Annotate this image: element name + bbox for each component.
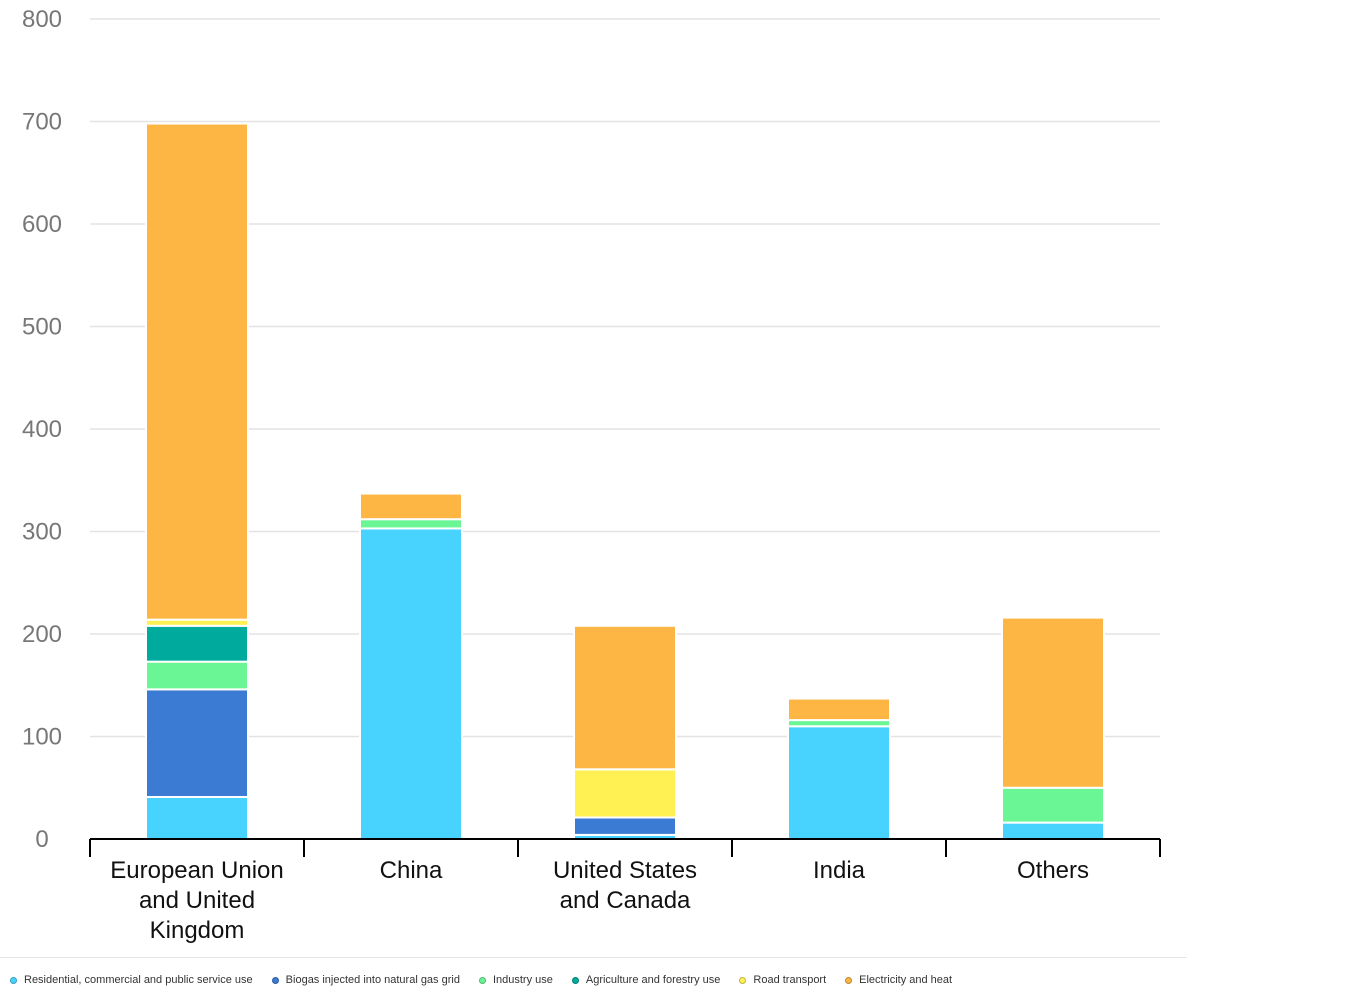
legend-label: Biogas injected into natural gas grid xyxy=(285,974,460,986)
bar-segment xyxy=(359,518,463,530)
y-tick-label: 700 xyxy=(22,109,62,136)
bar-segment xyxy=(145,624,249,663)
bar-segment xyxy=(145,795,249,840)
gridlines xyxy=(90,18,1160,738)
x-category-label: United States and Canada xyxy=(553,857,697,914)
x-axis xyxy=(89,838,1161,857)
bar-segment xyxy=(787,697,891,722)
y-tick-label: 600 xyxy=(22,211,62,238)
stacked-bar-chart: 0 100 200 300 400 500 600 700 800 European Union… xyxy=(22,6,1161,944)
bar-segment xyxy=(573,768,677,819)
bar-segment xyxy=(359,492,463,521)
legend-item: Agriculture and forestry use xyxy=(571,974,721,986)
bar-segment xyxy=(145,660,249,691)
bar-segment xyxy=(1001,821,1105,840)
bar-segment xyxy=(1001,616,1105,789)
legend-swatch xyxy=(571,976,579,984)
bars xyxy=(145,122,1105,841)
legend-label: Road transport xyxy=(753,974,827,986)
x-category-label: China xyxy=(380,857,443,884)
bar-segment xyxy=(1001,786,1105,824)
y-tick-label: 800 xyxy=(22,6,62,33)
legend-item: Biogas injected into natural gas grid xyxy=(271,974,460,986)
bar-segment xyxy=(787,725,891,840)
legend: Residential, commercial and public servi… xyxy=(10,974,971,986)
y-tick-label: 200 xyxy=(22,621,62,648)
x-axis-category-labels: European Union and United Kingdom China Unit… xyxy=(110,857,1089,944)
y-tick-label: 100 xyxy=(22,724,62,751)
x-category-label: Others xyxy=(1017,857,1089,884)
legend-label: Residential, commercial and public servi… xyxy=(24,974,253,986)
legend-item: Residential, commercial and public servi… xyxy=(10,974,253,986)
legend-swatch xyxy=(845,976,853,984)
legend-label: Agriculture and forestry use xyxy=(585,974,721,986)
y-tick-label: 0 xyxy=(35,826,48,853)
legend-swatch xyxy=(271,976,279,984)
y-tick-label: 400 xyxy=(22,416,62,443)
legend-label: Electricity and heat xyxy=(859,974,953,986)
legend-item: Industry use xyxy=(478,974,553,986)
legend-label: Industry use xyxy=(492,974,553,986)
bar-segment xyxy=(573,624,677,771)
legend-swatch xyxy=(10,976,17,984)
legend-swatch xyxy=(478,976,486,984)
bar-segment xyxy=(145,688,249,798)
y-tick-label: 300 xyxy=(22,519,62,546)
y-tick-label: 500 xyxy=(22,314,62,341)
x-category-label: European Union and United Kingdom xyxy=(110,857,283,944)
legend-divider xyxy=(0,957,1187,958)
bar-segment xyxy=(145,122,249,621)
y-axis-tick-labels: 0 100 200 300 400 500 600 700 800 xyxy=(22,6,62,853)
legend-swatch xyxy=(739,976,747,984)
x-category-label: India xyxy=(813,857,866,884)
legend-item: Road transport xyxy=(739,974,826,986)
bar-segment xyxy=(573,816,677,836)
bar-segment xyxy=(359,527,463,840)
legend-item: Electricity and heat xyxy=(845,974,952,986)
